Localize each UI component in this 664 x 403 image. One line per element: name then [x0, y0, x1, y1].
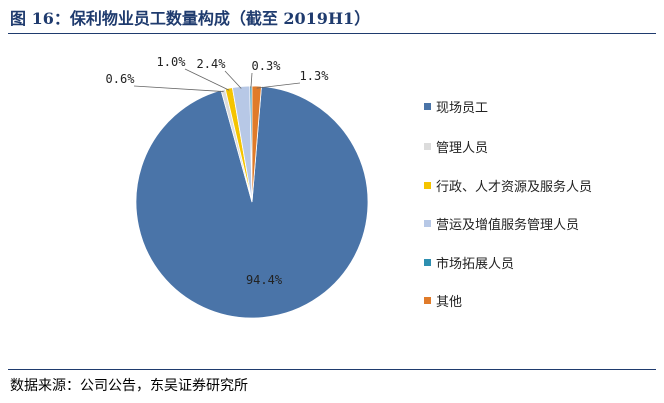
legend-swatch-4	[424, 259, 431, 266]
slice-label-5: 1.3%	[300, 69, 330, 83]
leader-line-1	[133, 85, 224, 92]
slice-label-0: 94.4%	[246, 273, 283, 287]
legend-swatch-1	[424, 143, 431, 150]
slice-label-2: 1.0%	[157, 55, 187, 69]
leader-line-3	[224, 70, 242, 89]
slice-label-3: 2.4%	[197, 57, 227, 71]
legend-swatch-2	[424, 182, 431, 189]
pie-slice-0	[135, 85, 369, 319]
legend-item-5: 其他	[424, 291, 462, 310]
legend-label-5: 其他	[436, 295, 463, 310]
legend-label-1: 管理人员	[436, 141, 489, 156]
legend-label-3: 营运及增值服务管理人员	[436, 218, 580, 233]
leader-line-5	[256, 82, 301, 89]
legend-item-0: 现场员工	[424, 97, 488, 116]
legend-label-4: 市场拓展人员	[436, 257, 515, 272]
legend-item-1: 管理人员	[424, 137, 488, 156]
leader-line-4	[250, 72, 253, 89]
bottom-rule	[8, 369, 656, 370]
legend-label-0: 现场员工	[436, 101, 489, 116]
source-note: 数据来源：公司公告，东吴证券研究所	[10, 378, 248, 394]
slice-label-4: 0.3%	[252, 59, 282, 73]
top-rule	[8, 33, 656, 34]
legend-item-2: 行政、人才资源及服务人员	[424, 176, 592, 195]
legend-swatch-3	[424, 220, 431, 227]
chart-title: 图 16：保利物业员工数量构成（截至 2019H1）	[10, 9, 371, 28]
legend-swatch-0	[424, 103, 431, 110]
slice-label-1: 0.6%	[106, 72, 136, 86]
pie-slice-5	[251, 85, 262, 203]
legend-swatch-5	[424, 297, 431, 304]
leader-line-2	[184, 68, 230, 91]
legend-label-2: 行政、人才资源及服务人员	[436, 180, 593, 195]
legend-item-4: 市场拓展人员	[424, 253, 514, 272]
legend-item-3: 营运及增值服务管理人员	[424, 214, 579, 233]
